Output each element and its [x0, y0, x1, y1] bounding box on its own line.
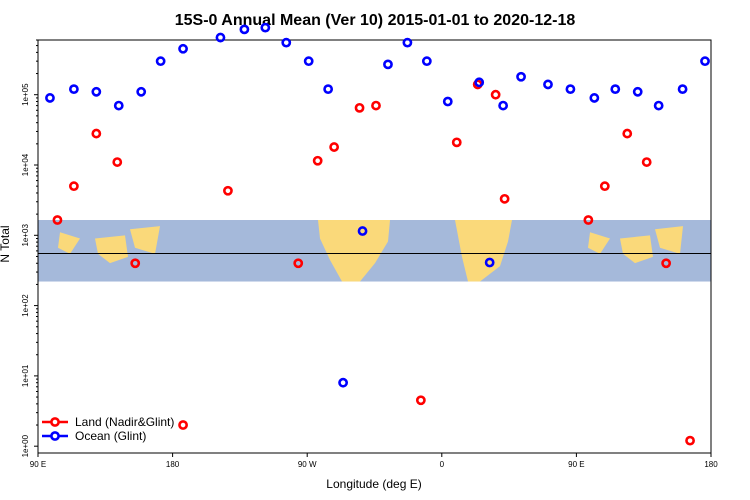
data-point [112, 157, 123, 167]
legend-label: Ocean (Glint) [75, 429, 146, 443]
data-point [543, 79, 553, 90]
data-point [223, 185, 233, 196]
land-shape [95, 235, 128, 264]
data-point [589, 93, 600, 103]
data-point [155, 56, 166, 67]
data-point [91, 128, 102, 139]
data-point [113, 100, 124, 111]
x-tick-label: 90 W [298, 460, 317, 469]
data-point [565, 84, 576, 95]
data-points [45, 22, 710, 446]
y-tick-label: 1e+00 [21, 434, 30, 457]
data-point [383, 59, 393, 70]
data-point [45, 93, 55, 103]
data-point [323, 84, 334, 95]
data-point [338, 377, 348, 388]
data-point [281, 37, 292, 48]
data-point [293, 258, 304, 269]
data-point [484, 257, 495, 268]
data-point [622, 128, 633, 139]
x-tick-label: 0 [440, 460, 445, 469]
data-point [677, 84, 688, 95]
land-shape [58, 232, 80, 254]
x-tick-label: 90 E [30, 460, 46, 469]
y-axis-label: N Total [0, 225, 12, 262]
series-Ocean (Glint) [45, 22, 710, 388]
data-point [68, 181, 79, 192]
series-Land (Nadir&Glint) [52, 79, 695, 446]
data-point [312, 155, 323, 166]
data-point [610, 84, 621, 95]
data-point [632, 86, 643, 97]
land-shape [130, 226, 160, 254]
x-axis-label: Longitude (deg E) [326, 477, 421, 491]
chart-title: 15S-0 Annual Mean (Ver 10) 2015-01-01 to… [175, 12, 576, 29]
data-point [354, 102, 365, 113]
land-shape [455, 220, 512, 282]
data-point [421, 56, 432, 67]
data-point [490, 89, 501, 100]
data-point [498, 100, 509, 111]
data-point [329, 142, 340, 152]
legend: Land (Nadir&Glint)Ocean (Glint) [42, 415, 174, 443]
land-shape [620, 235, 653, 264]
data-point [442, 96, 453, 107]
y-tick-label: 1e+05 [21, 83, 30, 106]
data-point [130, 258, 141, 269]
x-axis: 90 E 180 90 W 0 90 E 180 [30, 453, 718, 469]
data-point [136, 86, 147, 97]
land-shape [588, 232, 610, 254]
y-tick-label: 1e+01 [21, 364, 30, 387]
legend-label: Land (Nadir&Glint) [75, 415, 174, 429]
data-point [260, 22, 271, 33]
x-tick-label: 90 E [568, 460, 584, 469]
data-point [474, 77, 485, 88]
data-point [303, 56, 314, 67]
map-land-shapes [58, 220, 683, 282]
data-point [661, 258, 672, 269]
data-point [451, 137, 462, 148]
data-point [68, 84, 79, 95]
y-tick-label: 1e+03 [21, 224, 30, 247]
data-point [91, 86, 102, 97]
land-shape [318, 220, 390, 282]
data-point [599, 181, 610, 192]
y-tick-label: 1e+04 [21, 153, 30, 176]
x-tick-label: 180 [704, 460, 718, 469]
data-point [239, 24, 250, 35]
map-band [38, 220, 711, 282]
data-point [641, 157, 652, 167]
data-point [700, 56, 710, 67]
data-point [653, 100, 664, 111]
x-tick-label: 180 [166, 460, 180, 469]
data-point [357, 226, 368, 236]
data-point [685, 435, 695, 446]
y-axis: 1e+00 1e+01 1e+02 1e+03 1e+04 1e+05 [21, 39, 38, 457]
data-point [371, 100, 381, 111]
data-point [583, 215, 594, 225]
data-point [415, 395, 426, 406]
data-point [516, 71, 526, 82]
y-tick-label: 1e+02 [21, 294, 30, 317]
legend-marker [50, 417, 60, 427]
data-point [402, 37, 413, 48]
data-point [499, 193, 510, 204]
data-point [52, 215, 63, 225]
land-shape [655, 226, 683, 254]
data-point [215, 32, 226, 43]
data-point [178, 420, 188, 430]
data-point [178, 43, 188, 54]
legend-marker [50, 431, 60, 441]
